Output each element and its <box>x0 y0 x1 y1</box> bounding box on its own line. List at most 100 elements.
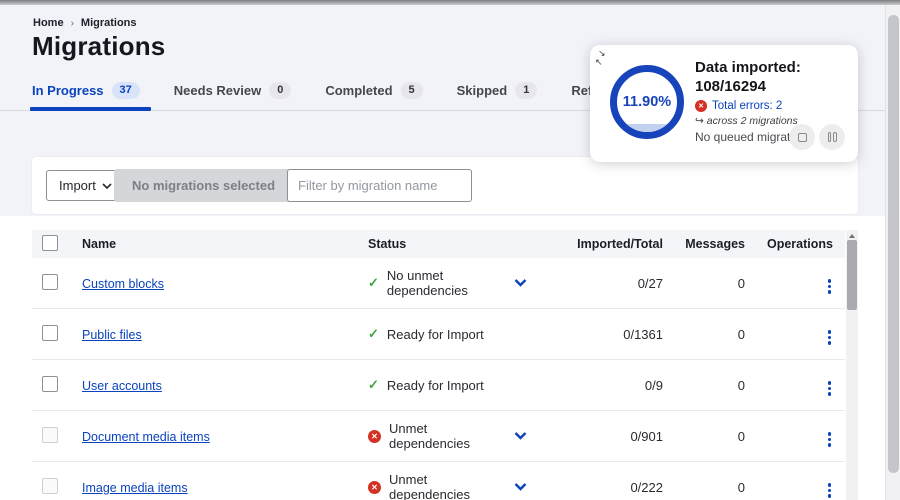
status-ok-icon: ✓ <box>368 275 379 290</box>
imported-total-value: 0/9 <box>644 377 663 393</box>
tab-count-badge: 0 <box>269 82 292 99</box>
imported-total-value: 0/1361 <box>623 326 663 342</box>
data-imported-ratio: 108/16294 <box>695 78 766 95</box>
status-error-icon: ✕ <box>368 429 381 443</box>
operations-kebab-icon[interactable] <box>826 481 834 500</box>
progress-donut-inner <box>617 72 677 132</box>
tab-in-progress[interactable]: In Progress 37 <box>32 82 140 101</box>
tab-label: In Progress <box>32 83 104 98</box>
table-row: Document media items ✕ Unmet dependencie… <box>32 411 845 462</box>
breadcrumb-current: Migrations <box>80 17 137 29</box>
page-title: Migrations <box>32 31 166 61</box>
tab-count-badge: 5 <box>400 82 423 99</box>
active-tab-underline <box>30 107 151 111</box>
chevron-down-icon <box>102 182 112 189</box>
page-scrollbar[interactable] <box>885 5 900 500</box>
across-migrations-text: across 2 migrations <box>706 115 798 127</box>
table-row: User accounts ✓ Ready for Import 0/9 0 <box>32 360 845 411</box>
page-scrollbar-thumb[interactable] <box>888 15 899 473</box>
header-name: Name <box>82 237 117 251</box>
messages-value: 0 <box>737 428 745 444</box>
hook-arrow-icon: ↪ <box>695 115 704 127</box>
imported-total-value: 0/27 <box>637 275 663 291</box>
progress-donut: 11.90% <box>610 65 684 139</box>
tab-label: Skipped <box>456 83 508 98</box>
breadcrumb-separator-icon: › <box>70 17 74 29</box>
toolbar: Import No migrations selected <box>32 157 858 214</box>
row-checkbox-disabled <box>42 477 58 494</box>
table-row: Image media items ✕ Unmet dependencies 0… <box>32 462 845 500</box>
filter-input[interactable] <box>287 169 472 202</box>
tab-label: Completed <box>325 83 393 98</box>
operations-kebab-icon[interactable] <box>826 430 834 449</box>
progress-donut-fill <box>617 124 677 132</box>
migration-name-link[interactable]: Custom blocks <box>82 276 164 291</box>
migration-name-link[interactable]: User accounts <box>82 378 162 393</box>
stop-icon <box>797 132 807 142</box>
imported-total-value: 0/222 <box>630 479 663 495</box>
operations-kebab-icon[interactable] <box>826 379 834 398</box>
widget-text-block: Data imported: 108/16294 ✕ Total errors:… <box>695 58 845 144</box>
progress-percent: 11.90% <box>622 94 672 110</box>
breadcrumb-home-link[interactable]: Home <box>33 17 64 29</box>
breadcrumb: Home › Migrations <box>33 17 137 29</box>
row-checkbox[interactable] <box>42 273 58 290</box>
total-errors-link[interactable]: Total errors: 2 <box>712 100 783 112</box>
tab-count-badge: 37 <box>111 82 140 99</box>
row-checkbox[interactable] <box>42 324 58 341</box>
error-icon: ✕ <box>695 100 707 112</box>
imported-total-value: 0/901 <box>630 428 663 444</box>
status-text: Unmet dependencies <box>389 472 470 500</box>
pause-import-button[interactable] <box>819 124 845 150</box>
migrations-table-section: Name Status Imported/Total Messages Oper… <box>12 216 885 500</box>
migration-name-link[interactable]: Image media items <box>82 480 188 495</box>
import-dropdown-button[interactable]: Import <box>46 170 125 201</box>
table-scrollbar-thumb[interactable] <box>847 240 857 310</box>
table-scrollbar[interactable] <box>846 230 858 500</box>
status-error-icon: ✕ <box>368 480 381 494</box>
row-checkbox-disabled <box>42 426 58 443</box>
tabs-bar: In Progress 37 Needs Review 0 Completed … <box>32 82 650 101</box>
expand-chevron-icon[interactable] <box>514 279 527 287</box>
row-checkbox[interactable] <box>42 375 58 392</box>
messages-value: 0 <box>737 275 745 291</box>
import-label: Import <box>59 178 96 193</box>
operations-kebab-icon[interactable] <box>826 277 834 296</box>
tab-count-badge: 1 <box>515 82 538 99</box>
status-text: Unmet dependencies <box>389 421 470 451</box>
header-imported-total: Imported/Total <box>577 237 663 251</box>
header-operations: Operations <box>767 237 833 251</box>
pause-icon <box>827 132 837 142</box>
tab-skipped[interactable]: Skipped 1 <box>457 82 538 101</box>
select-all-checkbox[interactable] <box>42 234 58 251</box>
tab-completed[interactable]: Completed 5 <box>325 82 423 101</box>
status-ok-icon: ✓ <box>368 377 379 392</box>
status-text: Ready for Import <box>386 377 484 393</box>
table-row: Public files ✓ Ready for Import 0/1361 0 <box>32 309 845 360</box>
collapse-widget-icon[interactable]: ↘ ↖ <box>595 48 606 67</box>
tab-needs-review[interactable]: Needs Review 0 <box>174 82 292 101</box>
messages-value: 0 <box>737 377 745 393</box>
header-messages: Messages <box>685 237 745 251</box>
across-migrations-note: ↪ across 2 migrations <box>695 115 845 127</box>
migration-name-link[interactable]: Public files <box>82 327 142 342</box>
operations-kebab-icon[interactable] <box>826 328 834 347</box>
status-text: No unmet dependencies <box>386 268 468 298</box>
migration-name-link[interactable]: Document media items <box>82 429 210 444</box>
stop-import-button[interactable] <box>789 124 815 150</box>
table-row: Custom blocks ✓ No unmet dependencies 0/… <box>32 258 845 309</box>
data-imported-label: Data imported: <box>695 59 801 76</box>
no-migrations-selected-button: No migrations selected <box>114 169 294 202</box>
header-status: Status <box>368 237 407 251</box>
status-text: Ready for Import <box>386 326 484 342</box>
scroll-up-arrow-icon[interactable] <box>849 234 855 238</box>
total-errors-row: ✕ Total errors: 2 <box>695 100 845 112</box>
tabs-divider <box>0 110 885 111</box>
tab-label: Needs Review <box>173 83 262 98</box>
messages-value: 0 <box>737 326 745 342</box>
expand-chevron-icon[interactable] <box>514 483 527 491</box>
status-ok-icon: ✓ <box>368 326 379 341</box>
queue-status: No queued migrations <box>695 130 813 144</box>
expand-chevron-icon[interactable] <box>514 432 527 440</box>
messages-value: 0 <box>737 479 745 495</box>
